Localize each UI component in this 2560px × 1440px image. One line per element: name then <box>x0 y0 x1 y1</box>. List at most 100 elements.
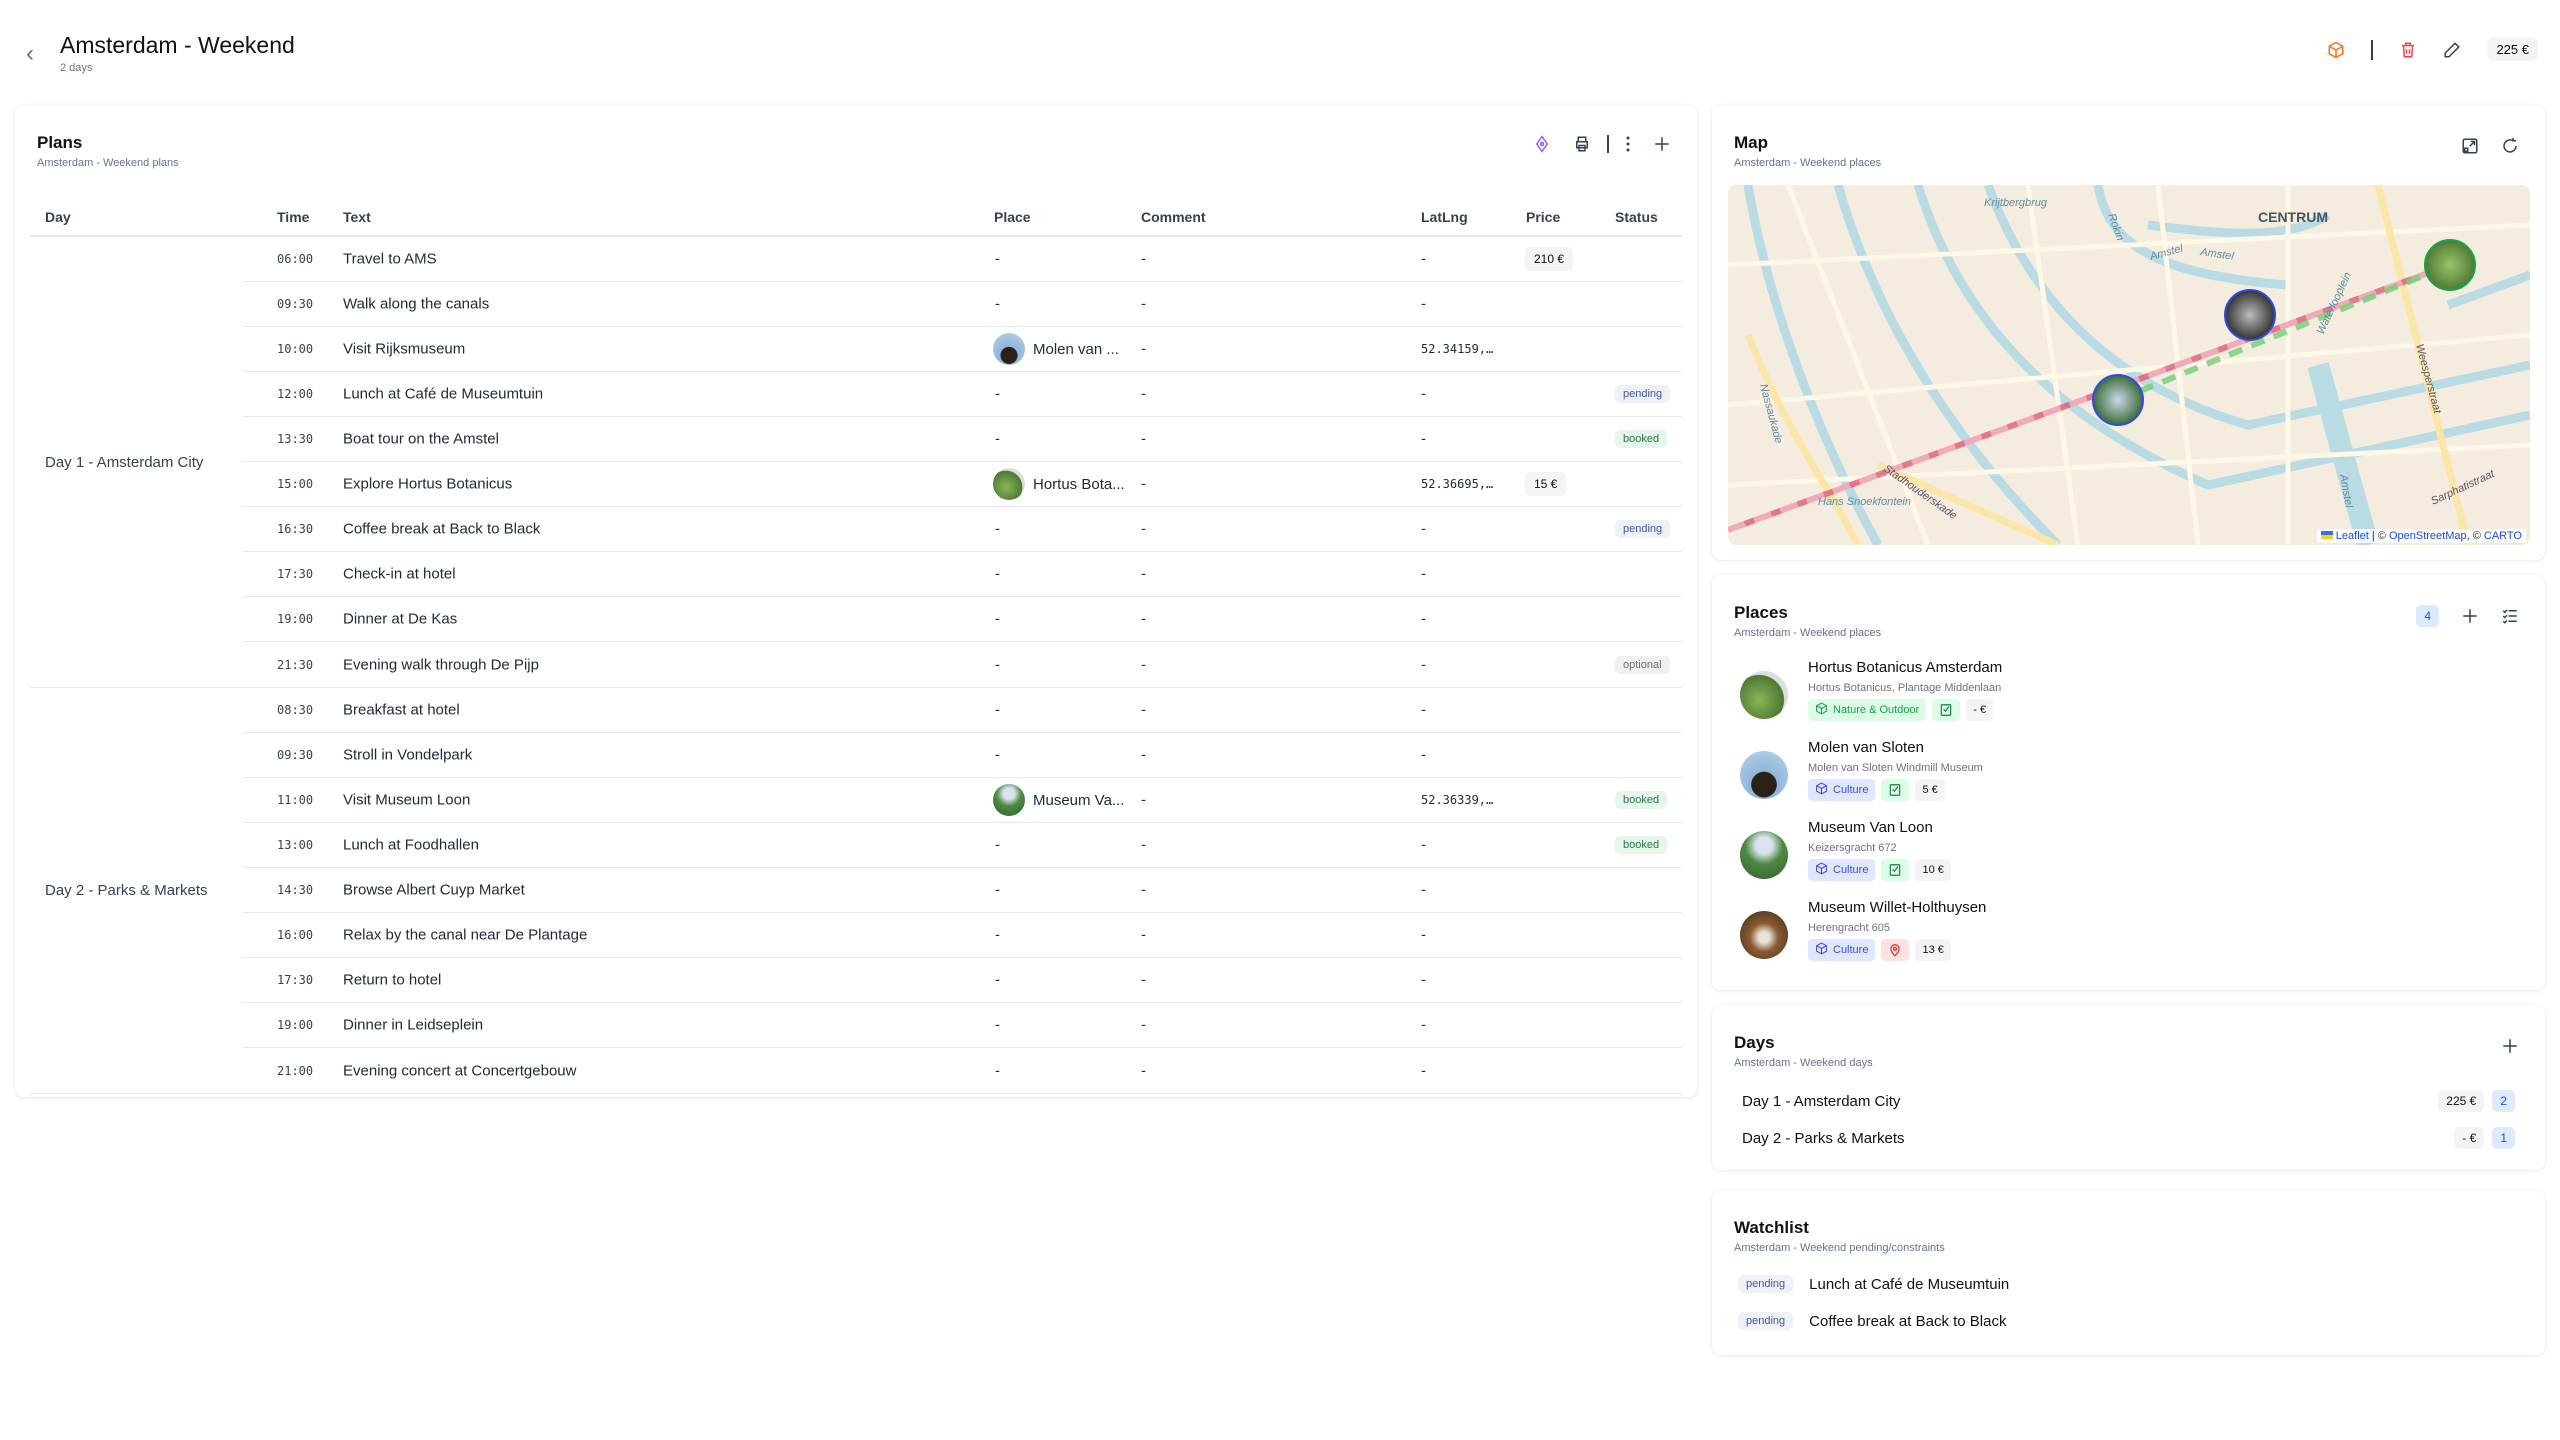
magic-icon[interactable] <box>1533 135 1551 153</box>
text-cell[interactable]: Visit Museum Loon <box>343 791 471 809</box>
table-row[interactable]: 14:30 Browse Albert Cuyp Market - - - <box>243 868 1682 913</box>
col-place[interactable]: Place <box>994 209 1031 225</box>
place-item[interactable]: Museum Willet-Holthuysen Herengracht 605 C… <box>1738 899 2519 977</box>
table-row[interactable]: 19:00 Dinner in Leidseplein - - - <box>243 1003 1682 1048</box>
col-comment[interactable]: Comment <box>1141 209 1206 225</box>
col-text[interactable]: Text <box>343 209 371 225</box>
text-cell[interactable]: Evening walk through De Pijp <box>343 656 539 673</box>
table-row[interactable]: 09:30 Stroll in Vondelpark - - - <box>243 733 1682 778</box>
text-cell[interactable]: Travel to AMS <box>343 250 437 268</box>
more-icon[interactable] <box>1625 135 1631 153</box>
map-card: Map Amsterdam - Weekend places <box>1712 105 2545 560</box>
attribution-text: | © <box>2368 530 2389 542</box>
back-button[interactable]: ‹ <box>26 40 34 67</box>
map-view[interactable]: Krijtbergbrug Rokin Amstel Amstel Waterl… <box>1728 185 2530 545</box>
place-name: - <box>995 1016 1000 1034</box>
table-row[interactable]: 10:00 Visit Rijksmuseum Molen van ... - 52.3… <box>243 327 1682 372</box>
col-time[interactable]: Time <box>277 209 310 225</box>
package-icon[interactable] <box>2327 41 2345 59</box>
table-row[interactable]: 09:30 Walk along the canals - - - <box>243 282 1682 327</box>
add-day-icon[interactable] <box>2501 1037 2519 1055</box>
check-icon[interactable] <box>1881 859 1910 881</box>
table-row[interactable]: 06:00 Travel to AMS - - - 210 € <box>243 237 1682 282</box>
print-icon[interactable] <box>1573 135 1591 153</box>
place-item[interactable]: Molen van Sloten Molen van Sloten Windmil… <box>1738 739 2519 817</box>
time-cell: 19:00 <box>277 1018 314 1032</box>
pin-icon[interactable] <box>1881 939 1910 961</box>
table-row[interactable]: 17:30 Return to hotel - - - <box>243 958 1682 1003</box>
leaflet-link[interactable]: Leaflet <box>2335 530 2369 542</box>
text-cell[interactable]: Relax by the canal near De Plantage <box>343 926 588 944</box>
text-cell[interactable]: Walk along the canals <box>343 295 490 313</box>
col-day[interactable]: Day <box>45 209 71 225</box>
text-cell[interactable]: Stroll in Vondelpark <box>343 746 473 764</box>
col-price[interactable]: Price <box>1526 209 1561 225</box>
map-marker-hortus-botanicus[interactable] <box>2424 239 2476 291</box>
trash-icon[interactable] <box>2399 41 2417 59</box>
add-plan-icon[interactable] <box>1653 135 1671 153</box>
text-cell[interactable]: Dinner in Leidseplein <box>343 1016 484 1034</box>
map-marker-museum-willet-holthuysen[interactable] <box>2224 289 2276 341</box>
text-cell[interactable]: Visit Rijksmuseum <box>343 340 466 358</box>
text-cell[interactable]: Boat tour on the Amstel <box>343 430 499 448</box>
place-cell[interactable]: Molen van ... <box>993 333 1119 365</box>
text-cell[interactable]: Lunch at Foodhallen <box>343 836 479 854</box>
comment-cell: - <box>1141 1016 1146 1034</box>
latlng-cell: - <box>1421 656 1426 673</box>
text-cell[interactable]: Coffee break at Back to Black <box>343 520 541 538</box>
place-name: - <box>995 926 1000 944</box>
checklist-icon[interactable] <box>2501 607 2519 625</box>
latlng-cell: 52.36695,… <box>1421 477 1494 491</box>
place-cell[interactable]: Hortus Bota... <box>993 468 1125 500</box>
place-cell: - <box>995 521 1000 538</box>
watchlist-item[interactable]: pending Coffee break at Back to Black <box>1738 1306 2007 1336</box>
day-cell: Day 2 - Parks & Markets <box>45 882 208 899</box>
table-header: Day Time Text Place Comment LatLng Price… <box>30 197 1682 237</box>
watchlist-item[interactable]: pending Lunch at Café de Museumtuin <box>1738 1269 2009 1299</box>
expand-icon[interactable] <box>2461 137 2479 155</box>
place-cell: - <box>995 927 1000 944</box>
map-marker-museum-van-loon[interactable] <box>2092 374 2144 426</box>
table-row[interactable]: 19:00 Dinner at De Kas - - - <box>243 597 1682 642</box>
table-row[interactable]: 11:00 Visit Museum Loon Museum Va... - 52.36… <box>243 778 1682 823</box>
add-place-icon[interactable] <box>2461 607 2479 625</box>
table-row[interactable]: 16:00 Relax by the canal near De Plantage… <box>243 913 1682 958</box>
osm-link[interactable]: OpenStreetMap <box>2388 530 2467 542</box>
edit-icon[interactable] <box>2443 41 2461 59</box>
status-badge: pending <box>1738 1275 1794 1293</box>
text-cell[interactable]: Browse Albert Cuyp Market <box>343 881 525 899</box>
col-status[interactable]: Status <box>1615 209 1658 225</box>
time-cell: 21:30 <box>277 657 314 672</box>
place-item[interactable]: Museum Van Loon Keizersgracht 672 Culture 1… <box>1738 819 2519 897</box>
day-item[interactable]: Day 1 - Amsterdam City 225 € 2 <box>1742 1086 2515 1116</box>
table-row[interactable]: 17:30 Check-in at hotel - - - <box>243 552 1682 597</box>
table-row[interactable]: 13:30 Boat tour on the Amstel - - - booked <box>243 417 1682 462</box>
refresh-icon[interactable] <box>2501 137 2519 155</box>
table-row[interactable]: 21:30 Evening walk through De Pijp - - - opti… <box>243 642 1682 687</box>
text-cell[interactable]: Explore Hortus Botanicus <box>343 475 513 493</box>
table-row[interactable]: 15:00 Explore Hortus Botanicus Hortus Bota… <box>243 462 1682 507</box>
col-latlng[interactable]: LatLng <box>1421 209 1468 225</box>
place-cell: - <box>995 251 1000 268</box>
place-name: - <box>995 250 1000 268</box>
table-row[interactable]: 16:30 Coffee break at Back to Black - - - pen… <box>243 507 1682 552</box>
text-cell[interactable]: Breakfast at hotel <box>343 701 460 719</box>
text-cell[interactable]: Dinner at De Kas <box>343 610 458 628</box>
text-cell[interactable]: Lunch at Café de Museumtuin <box>343 385 544 403</box>
time-cell: 10:00 <box>277 342 314 356</box>
text-cell[interactable]: Evening concert at Concertgebouw <box>343 1062 577 1079</box>
place-item[interactable]: Hortus Botanicus Amsterdam Hortus Botanic… <box>1738 659 2519 737</box>
map-tiles: Krijtbergbrug Rokin Amstel Amstel Waterl… <box>1728 185 2530 545</box>
plans-subtitle: Amsterdam - Weekend plans <box>37 157 179 169</box>
table-row[interactable]: 12:00 Lunch at Café de Museumtuin - - - pendi… <box>243 372 1682 417</box>
table-row[interactable]: 21:00 Evening concert at Concertgebouw - - - <box>243 1048 1682 1093</box>
table-row[interactable]: 13:00 Lunch at Foodhallen - - - booked <box>243 823 1682 868</box>
check-icon[interactable] <box>1881 779 1910 801</box>
check-icon[interactable] <box>1932 699 1961 721</box>
place-cell[interactable]: Museum Va... <box>993 784 1124 816</box>
text-cell[interactable]: Check-in at hotel <box>343 565 456 583</box>
carto-link[interactable]: CARTO <box>2483 530 2522 542</box>
day-item[interactable]: Day 2 - Parks & Markets - € 1 <box>1742 1123 2515 1153</box>
text-cell[interactable]: Return to hotel <box>343 971 442 989</box>
table-row[interactable]: 08:30 Breakfast at hotel - - - <box>243 688 1682 733</box>
